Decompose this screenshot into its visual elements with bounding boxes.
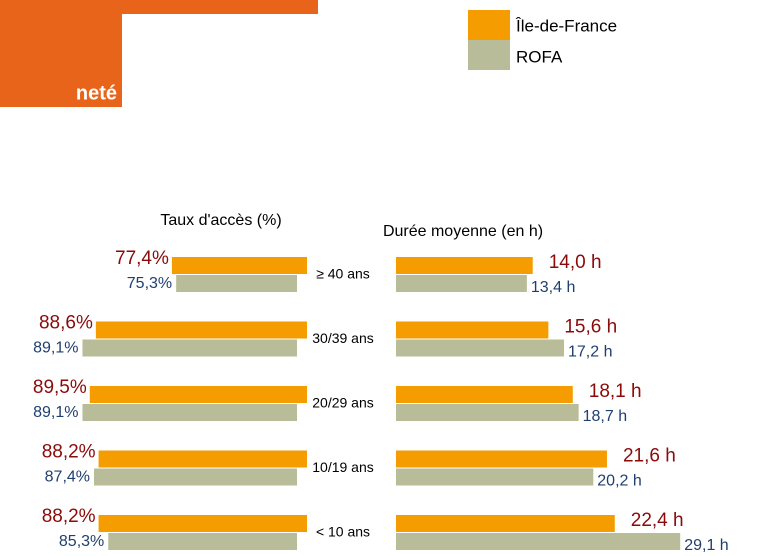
value-label: 17,2 h — [568, 344, 612, 361]
bar — [396, 339, 564, 357]
bar — [396, 321, 549, 339]
category-label: 20/29 ans — [312, 395, 374, 411]
header-title: neté — [76, 82, 117, 104]
value-label: 85,3% — [59, 533, 104, 550]
bar — [89, 386, 308, 403]
value-label: 89,5% — [33, 377, 87, 398]
bar — [396, 386, 573, 403]
bar — [176, 275, 297, 292]
value-label: 88,2% — [42, 506, 96, 527]
bar — [82, 339, 297, 357]
header-bar — [122, 0, 318, 14]
value-label: 75,3% — [127, 275, 172, 292]
value-label: 22,4 h — [631, 510, 684, 531]
value-label: 15,6 h — [564, 317, 617, 338]
bar — [108, 533, 297, 550]
value-label: 87,4% — [45, 469, 90, 486]
bar — [396, 515, 615, 532]
value-label: 88,2% — [42, 442, 96, 463]
bar — [98, 515, 308, 532]
bar — [396, 404, 579, 421]
category-label: 30/39 ans — [312, 330, 374, 346]
bar — [98, 450, 308, 468]
value-label: 21,6 h — [623, 446, 676, 467]
bar — [396, 450, 607, 468]
category-label: ≥ 40 ans — [316, 266, 370, 282]
legend-swatch — [468, 10, 510, 40]
bar — [171, 257, 307, 274]
panel-title: Taux d'accès (%) — [160, 212, 281, 229]
bar — [95, 321, 307, 339]
value-label: 89,1% — [33, 404, 78, 421]
value-label: 29,1 h — [684, 537, 728, 554]
value-label: 89,1% — [33, 340, 78, 357]
bar — [94, 468, 297, 486]
value-label: 13,4 h — [531, 279, 575, 296]
legend-swatch — [468, 40, 510, 70]
bar — [396, 257, 533, 274]
panel-title: Durée moyenne (en h) — [383, 223, 543, 240]
value-label: 20,2 h — [597, 473, 641, 490]
value-label: 77,4% — [115, 248, 169, 269]
value-label: 18,7 h — [583, 408, 627, 425]
category-label: 10/19 ans — [312, 459, 374, 475]
legend-label: ROFA — [516, 47, 563, 66]
bar — [396, 533, 681, 550]
bar — [396, 275, 527, 292]
bar — [396, 468, 594, 486]
category-label: < 10 ans — [316, 524, 370, 540]
value-label: 14,0 h — [549, 252, 602, 273]
value-label: 18,1 h — [589, 381, 642, 402]
header-block — [0, 0, 122, 107]
legend-label: Île-de-France — [515, 16, 617, 35]
bar — [82, 404, 297, 421]
value-label: 88,6% — [39, 313, 93, 334]
